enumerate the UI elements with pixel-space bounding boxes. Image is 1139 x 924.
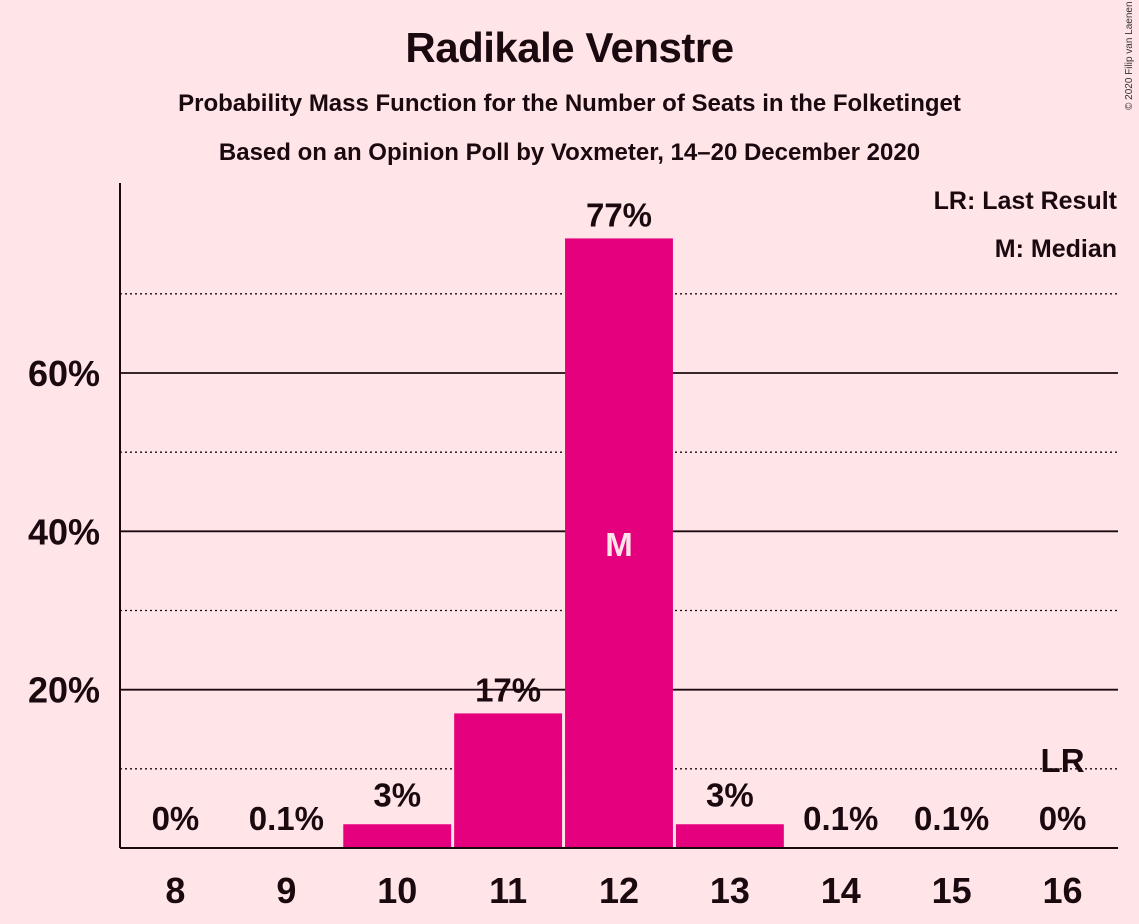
last-result-marker: LR: [1041, 742, 1085, 779]
x-tick-label: 10: [377, 870, 417, 911]
chart-title: Radikale Venstre: [405, 24, 734, 71]
x-tick-label: 15: [932, 870, 972, 911]
bars: [232, 238, 1006, 848]
y-tick-label: 60%: [28, 353, 100, 394]
bar: [343, 824, 452, 848]
data-label: 77%: [586, 196, 652, 233]
legend: LR: Last Result M: Median: [934, 187, 1118, 263]
y-tick-label: 20%: [28, 670, 100, 711]
x-tick-label: 13: [710, 870, 750, 911]
bar: [675, 824, 784, 848]
data-label: 0.1%: [914, 800, 989, 837]
y-tick-label: 40%: [28, 511, 100, 552]
x-tick-label: 8: [165, 870, 185, 911]
axes: 20% 40% 60% 8 9 10 11 12 13 14 15 16: [28, 183, 1118, 911]
data-label: 3%: [373, 776, 421, 813]
data-label: 17%: [475, 671, 541, 708]
x-tick-label: 16: [1043, 870, 1083, 911]
median-marker: M: [605, 526, 633, 563]
x-tick-label: 9: [276, 870, 296, 911]
x-tick-label: 11: [489, 870, 527, 911]
bar: [565, 238, 673, 848]
data-label: 0.1%: [249, 800, 324, 837]
data-labels: 0% 0.1% 3% 17% 77% M 3% 0.1% 0.1% 0% LR: [152, 196, 1087, 837]
chart-subtitle: Probability Mass Function for the Number…: [178, 90, 961, 117]
data-label: 0.1%: [803, 800, 878, 837]
data-label: 0%: [1039, 800, 1087, 837]
data-label: 3%: [706, 776, 754, 813]
legend-entry: M: Median: [995, 235, 1117, 263]
x-tick-label: 12: [599, 870, 639, 911]
data-label: 0%: [152, 800, 200, 837]
x-tick-label: 14: [821, 870, 861, 911]
chart-subtitle-poll: Based on an Opinion Poll by Voxmeter, 14…: [218, 139, 921, 166]
bar: [454, 713, 563, 848]
legend-entry: LR: Last Result: [934, 187, 1118, 215]
